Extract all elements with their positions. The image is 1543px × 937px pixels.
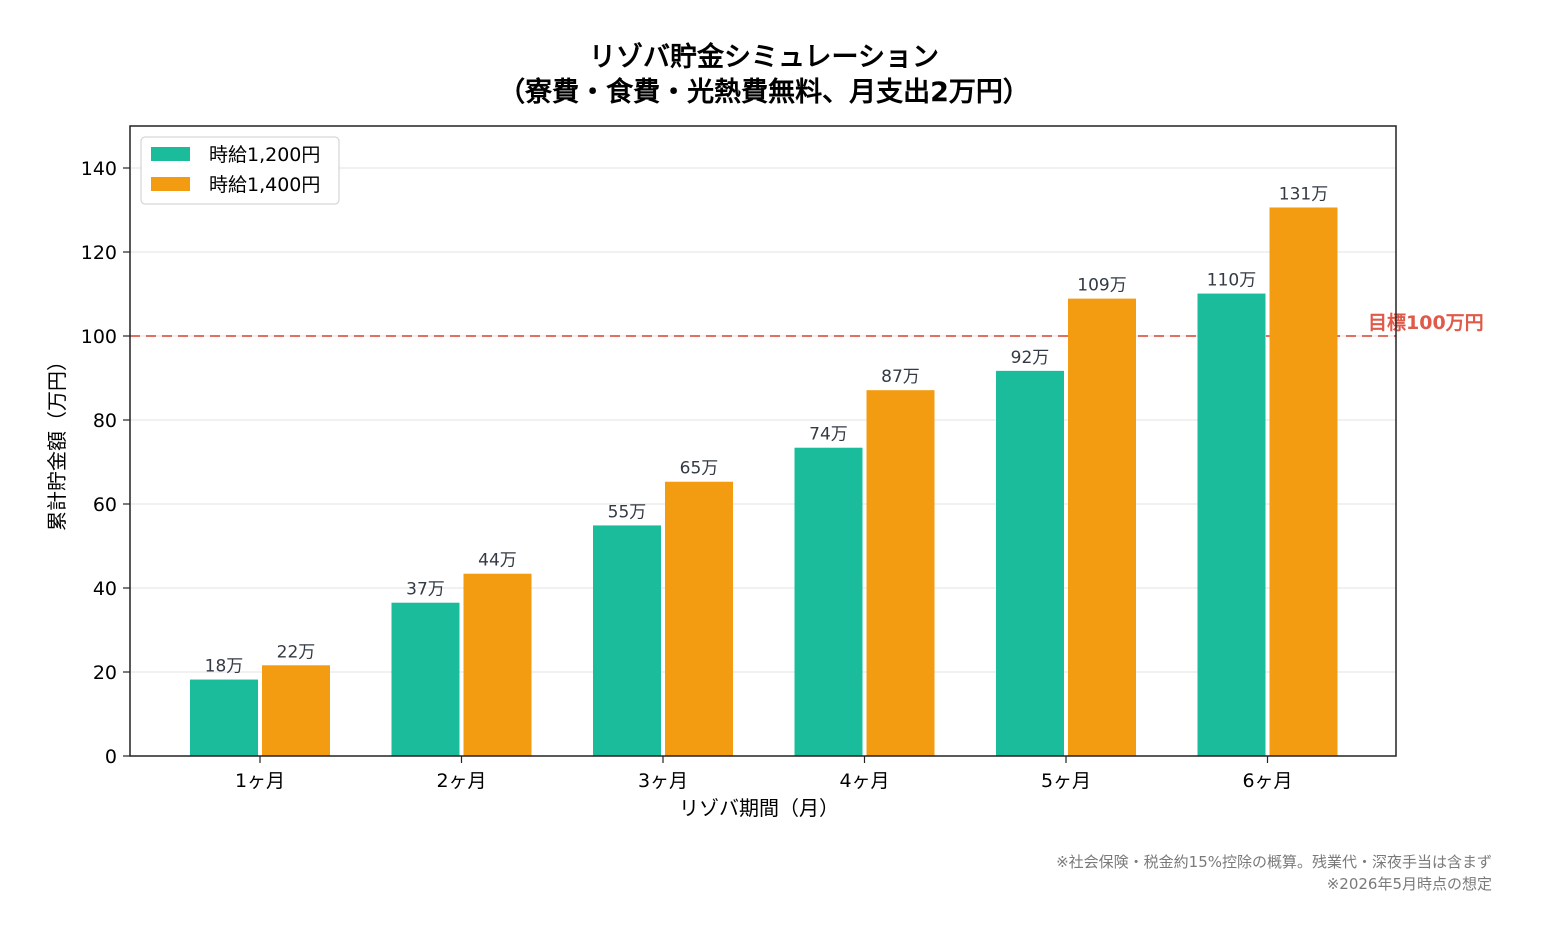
bar-series-2 [1068, 298, 1136, 756]
x-tick-label: 2ヶ月 [436, 770, 486, 792]
bars [190, 207, 1338, 757]
target-line-group: 目標100万円 [130, 311, 1484, 337]
x-axis-ticks: 1ヶ月 2ヶ月 3ヶ月 4ヶ月 5ヶ月 6ヶ月 [235, 756, 1293, 792]
footnote-1: ※社会保険・税金約15%控除の概算。残業代・深夜手当は含まず [1056, 853, 1492, 871]
y-tick-label: 0 [105, 746, 117, 768]
y-tick-label: 120 [81, 242, 117, 264]
bar-series-1 [794, 447, 863, 756]
bar-value-label: 55万 [608, 502, 647, 522]
y-tick-label: 100 [81, 326, 117, 348]
chart-title: リゾバ貯金シミュレーション [589, 41, 939, 73]
x-tick-label: 6ヶ月 [1242, 770, 1292, 792]
bar-series-2 [262, 665, 330, 756]
x-tick-label: 4ヶ月 [839, 770, 889, 792]
legend-swatch-series-1 [151, 147, 190, 161]
legend-label-series-1: 時給1,200円 [209, 144, 320, 166]
bar-labels: 18万 22万 37万 44万 55万 65万 74万 87万 92万 109万 110万 131万 [205, 184, 1329, 676]
y-tick-label: 60 [93, 494, 117, 516]
bar-series-1 [1197, 293, 1266, 756]
x-tick-label: 3ヶ月 [638, 770, 688, 792]
footnote-2: ※2026年5月時点の想定 [1327, 875, 1492, 893]
x-tick-label: 1ヶ月 [235, 770, 285, 792]
legend: 時給1,200円 時給1,400円 [140, 136, 340, 205]
y-tick-label: 140 [81, 158, 117, 180]
bar-value-label: 74万 [809, 425, 848, 445]
y-tick-label: 40 [93, 578, 117, 600]
bar-series-2 [665, 481, 733, 756]
y-axis-label: 累計貯金額（万円） [45, 351, 69, 531]
bar-series-2 [866, 390, 935, 756]
bar-series-2 [463, 573, 532, 756]
bar-value-label: 18万 [205, 657, 244, 677]
bar-value-label: 22万 [277, 642, 316, 662]
target-label: 目標100万円 [1368, 311, 1484, 334]
bar-value-label: 131万 [1279, 184, 1328, 204]
bar-series-1 [391, 602, 460, 756]
bar-series-1 [593, 525, 661, 756]
y-axis-ticks: 0 20 40 60 80 100 120 140 [81, 158, 130, 768]
legend-swatch-series-2 [151, 177, 190, 191]
bar-value-label: 92万 [1011, 348, 1050, 368]
bar-series-2 [1269, 207, 1338, 757]
bar-series-1 [190, 679, 258, 756]
chart-subtitle: （寮費・食費・光熱費無料、月支出2万円） [498, 76, 1030, 108]
plot-frame [129, 125, 1397, 757]
legend-box [140, 136, 340, 205]
bar-value-label: 87万 [881, 367, 920, 387]
x-axis-label: リゾバ期間（月） [679, 796, 839, 820]
bar-value-label: 44万 [478, 551, 517, 571]
bar-value-label: 109万 [1077, 276, 1126, 296]
bar-value-label: 37万 [406, 580, 445, 600]
x-tick-label: 5ヶ月 [1041, 770, 1091, 792]
y-tick-label: 20 [93, 662, 117, 684]
bar-value-label: 65万 [680, 459, 719, 479]
y-tick-label: 80 [93, 410, 117, 432]
bar-value-label: 110万 [1207, 271, 1256, 291]
legend-label-series-2: 時給1,400円 [209, 174, 320, 196]
bar-series-1 [996, 370, 1064, 756]
